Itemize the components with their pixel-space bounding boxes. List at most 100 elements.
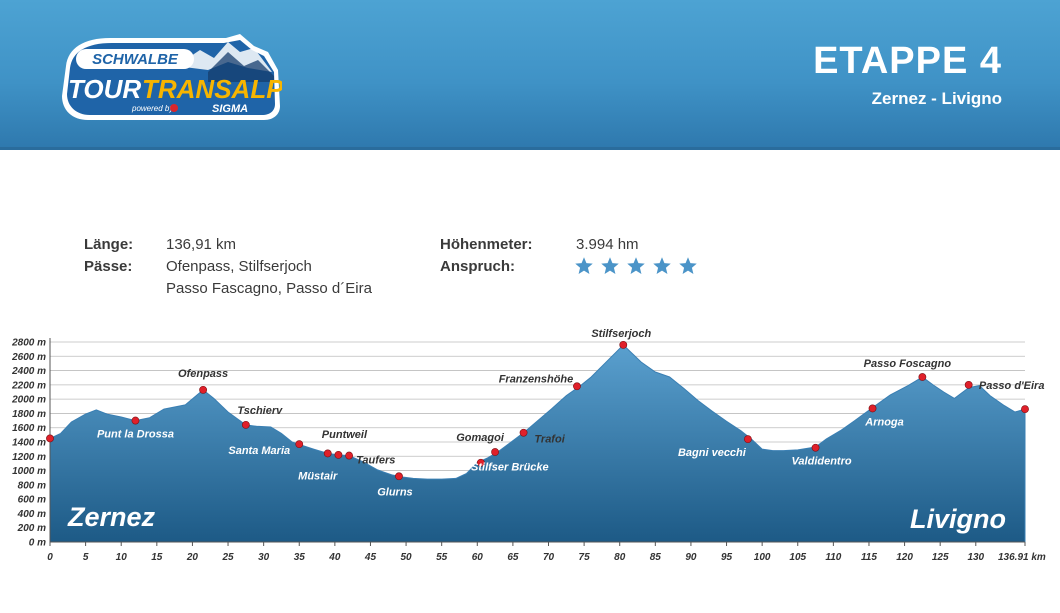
y-tick-label: 2000 m (11, 395, 46, 406)
elevation-label: Höhenmeter: (440, 236, 533, 253)
y-tick-label: 2800 m (11, 338, 46, 349)
waypoint-marker (811, 443, 820, 452)
waypoint-label: Taufers (356, 455, 395, 467)
waypoint-label: Stilfserjoch (591, 328, 651, 340)
waypoint-label: Santa Maria (228, 445, 290, 457)
star-icon (575, 257, 593, 274)
x-tick-label: 95 (721, 552, 733, 563)
x-tick-label: 105 (789, 552, 806, 563)
elevation-profile-chart: 0 m 200 m 400 m 600 m 800 m 1000 m 1200 m 1400 … (11, 328, 1046, 563)
waypoint-marker (323, 449, 332, 458)
y-tick-label: 2600 m (11, 352, 46, 363)
y-tick-label: 400 m (17, 509, 46, 520)
y-tick-label: 1400 m (12, 438, 46, 449)
waypoint-label: Trafoi (534, 434, 565, 446)
x-tick-label: 130 (967, 552, 984, 563)
x-tick-label: 35 (294, 552, 306, 563)
x-tick-label: 110 (825, 552, 841, 563)
waypoint-label: Valdidentro (792, 456, 852, 468)
x-tick-label: 90 (685, 552, 697, 563)
y-tick-label: 200 m (17, 523, 46, 534)
end-town-label: Livigno (910, 504, 1006, 534)
x-tick-label: 5 (83, 552, 89, 563)
waypoint-labels: Punt la Drossa Ofenpass Tschierv Santa Mari… (97, 328, 1045, 498)
y-tick-label: 1200 m (12, 452, 46, 463)
x-tick-label: 50 (401, 552, 413, 563)
waypoint-label: Ofenpass (178, 368, 228, 380)
x-tick-label: 0 (47, 552, 53, 563)
waypoint-marker (519, 428, 528, 437)
waypoint-label: Passo d'Eira (979, 380, 1045, 392)
star-shape (627, 257, 645, 274)
waypoint-label: Punt la Drossa (97, 429, 174, 441)
y-axis: 0 m 200 m 400 m 600 m 800 m 1000 m 1200 m 1400 … (11, 338, 51, 549)
difficulty-rating (574, 256, 698, 278)
length-label: Länge: (84, 236, 134, 253)
elevation-value: 3.994 hm (576, 236, 639, 253)
star-icon (679, 257, 697, 274)
y-tick-label: 600 m (18, 495, 46, 506)
waypoint-label: Müstair (298, 470, 338, 482)
waypoint-marker (491, 448, 499, 456)
x-tick-label: 70 (543, 552, 555, 563)
stage-title: ETAPPE 4 (813, 40, 1002, 82)
waypoint-marker (345, 451, 354, 460)
waypoint-label: Bagni vecchi (678, 447, 747, 459)
difficulty-label: Anspruch: (440, 258, 515, 275)
waypoint-label: Gomagoi (456, 432, 505, 444)
x-axis: 0 5 10 15 20 25 30 35 40 45 50 55 60 65 70 75 80 85 90 95 10… (47, 541, 1046, 563)
x-tick-label: 100 (754, 552, 771, 563)
x-tick-label: 125 (932, 552, 949, 563)
waypoint-marker (199, 385, 208, 394)
star-shape (575, 257, 593, 274)
waypoint-label: Glurns (377, 486, 412, 498)
y-tick-label: 800 m (18, 480, 46, 491)
waypoint-marker (918, 373, 927, 381)
y-tick-label: 1000 m (12, 466, 46, 477)
passes-line-2: Passo Fascagno, Passo d´Eira (166, 280, 372, 297)
waypoint-marker (395, 472, 403, 481)
x-tick-label: 60 (472, 552, 484, 563)
x-tick-label: 85 (650, 552, 662, 563)
logo-sponsor-text: SIGMA (212, 103, 248, 115)
x-tick-label: 40 (328, 552, 341, 563)
waypoint-label: Arnoga (864, 416, 904, 428)
star-icon (601, 257, 619, 274)
star-shape (679, 257, 697, 274)
waypoint-marker (295, 440, 304, 449)
waypoint-markers (46, 340, 1029, 481)
y-tick-label: 2400 m (11, 366, 46, 377)
schwalbe-tour-transalp-logo: SCHWALBE TOUR TRANSALP powered by SIGMA (62, 34, 282, 120)
star-shape (653, 257, 671, 274)
x-tick-label: 25 (221, 552, 234, 563)
x-tick-label: 30 (258, 552, 270, 563)
waypoint-label: Tschierv (237, 405, 283, 417)
star-icon (653, 257, 671, 274)
waypoint-label: Franzenshöhe (499, 373, 574, 385)
waypoint-label: Passo Foscagno (864, 358, 952, 370)
length-value: 136,91 km (166, 236, 237, 253)
x-tick-label: 20 (186, 552, 199, 563)
x-tick-label: 65 (507, 552, 519, 563)
waypoint-marker (1021, 405, 1029, 414)
x-tick-label: 15 (151, 552, 163, 563)
passes-line-1: Ofenpass, Stilfserjoch (166, 258, 312, 275)
start-town-label: Zernez (67, 502, 156, 532)
y-tick-label: 1800 m (12, 409, 46, 420)
waypoint-marker (131, 416, 140, 425)
x-tick-label: 115 (861, 552, 877, 563)
logo-transalp-text: TRANSALP (142, 74, 282, 104)
x-tick-label: 136.91 km (998, 552, 1046, 563)
x-tick-label: 80 (614, 552, 626, 563)
logo-brand-text: SCHWALBE (92, 51, 179, 68)
y-tick-label: 1600 m (12, 423, 46, 434)
y-tick-label: 2200 m (11, 380, 46, 391)
waypoint-marker (241, 420, 250, 429)
x-tick-label: 120 (896, 552, 913, 563)
star-icon (627, 257, 645, 274)
passes-label: Pässe: (84, 258, 133, 275)
x-tick-label: 10 (116, 552, 128, 563)
logo-tour-text: TOUR (68, 74, 141, 104)
waypoint-label: Stilfser Brücke (471, 462, 549, 474)
x-tick-label: 75 (579, 552, 591, 563)
